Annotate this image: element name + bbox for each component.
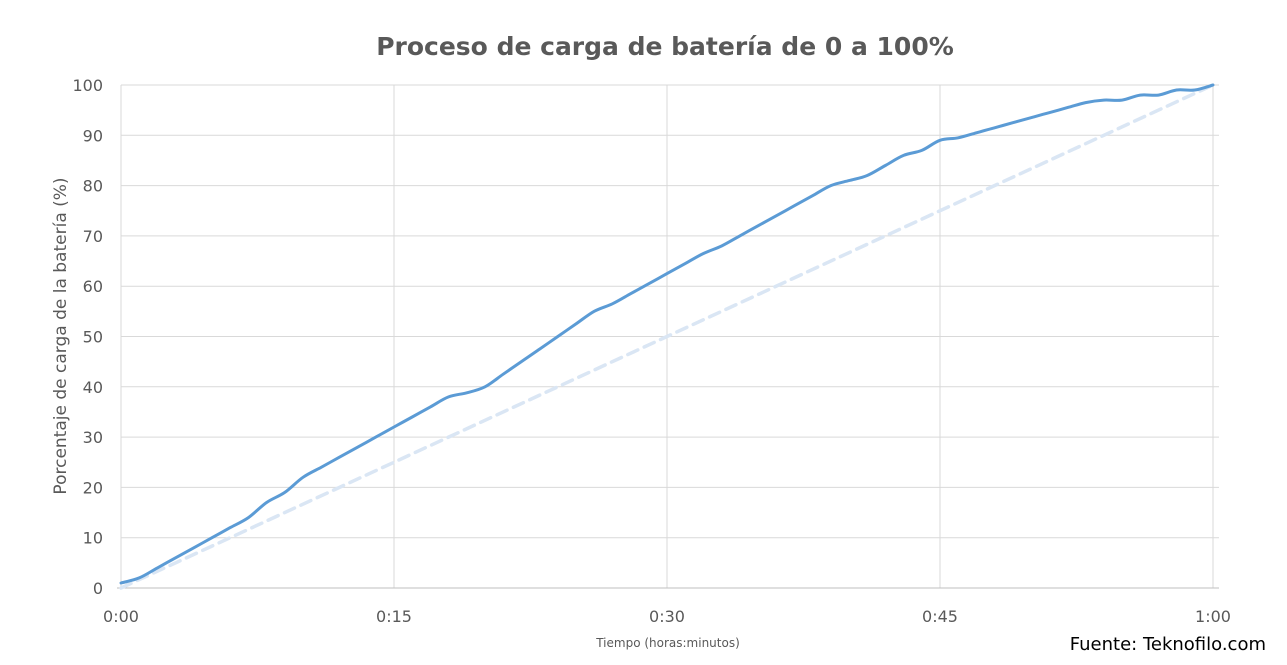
- x-tick-label: 1:00: [1195, 607, 1231, 626]
- x-axis-label: Tiempo (horas:minutos): [595, 636, 740, 650]
- y-tick-label: 90: [83, 126, 103, 145]
- y-tick-label: 80: [83, 177, 103, 196]
- y-tick-label: 40: [83, 378, 103, 397]
- x-tick-label: 0:30: [649, 607, 685, 626]
- y-tick-label: 100: [72, 76, 103, 95]
- series-line-charge: [119, 83, 1215, 585]
- y-tick-label: 10: [83, 529, 103, 548]
- y-tick-label: 30: [83, 428, 103, 447]
- x-tick-label: 0:45: [922, 607, 958, 626]
- y-tick-label: 70: [83, 227, 103, 246]
- series-line-reference-dashed: [119, 83, 1215, 590]
- y-axis-label: Porcentaje de carga de la batería (%): [51, 177, 71, 494]
- chart-title: Proceso de carga de batería de 0 a 100%: [376, 32, 954, 61]
- y-tick-label: 20: [83, 478, 103, 497]
- x-tick-label: 0:00: [103, 607, 139, 626]
- y-tick-label: 50: [83, 328, 103, 347]
- y-tick-label: 0: [93, 579, 103, 598]
- y-axis-ticks: 0 10 20 30 40 50 60 70 80 90 100: [72, 76, 103, 598]
- x-tick-label: 0:15: [376, 607, 412, 626]
- y-tick-label: 60: [83, 277, 103, 296]
- source-label: Fuente: Teknofilo.com: [1070, 634, 1266, 655]
- series-group: [119, 83, 1215, 590]
- x-axis-ticks: 0:00 0:15 0:30 0:45 1:00: [103, 607, 1231, 626]
